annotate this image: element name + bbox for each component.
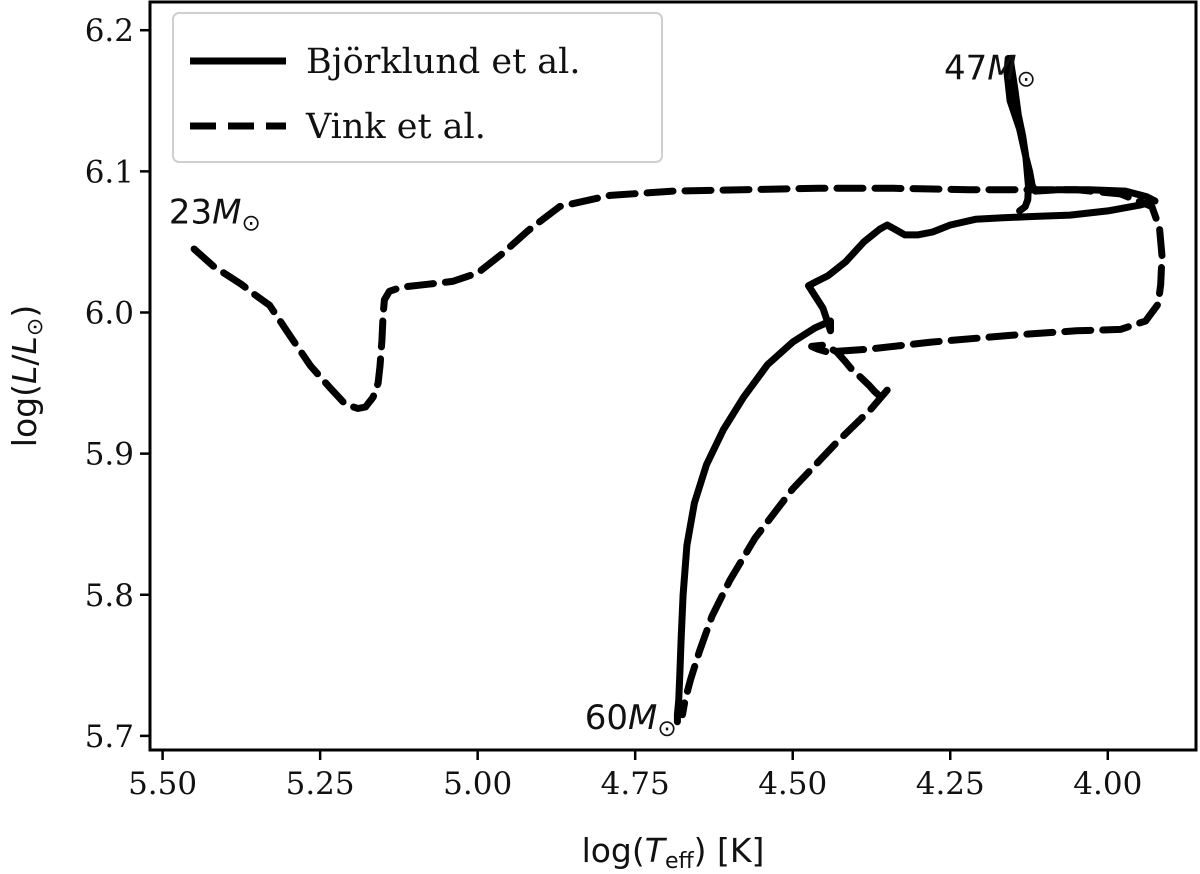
x-axis-label: log(Teff) [K]	[582, 831, 765, 874]
mass-annotation: 60M⊙	[585, 698, 677, 742]
series-line-vink	[190, 184, 1166, 719]
y-tick-label: 5.9	[85, 437, 134, 473]
mass-annotation: 47M⊙	[944, 49, 1036, 93]
x-tick-label: 5.50	[128, 766, 197, 802]
plot-frame	[148, 0, 1198, 752]
y-tick-label: 6.0	[85, 295, 134, 331]
y-tick-label: 5.7	[85, 719, 134, 755]
y-axis-ticks: 5.7 5.8 5.9 6.0 6.1 6.2	[85, 13, 150, 755]
y-tick-label: 6.2	[85, 13, 134, 49]
series-line-bjorklund	[673, 55, 1159, 726]
x-tick-label: 5.25	[286, 766, 355, 802]
x-axis-ticks: 5.50 5.25 5.00 4.75 4.50 4.25 4.00	[128, 750, 1142, 802]
x-tick-label: 5.00	[443, 766, 512, 802]
y-axis-label: log(L/L⊙)	[5, 305, 48, 447]
legend: Björklund et al. Vink et al.	[172, 12, 663, 163]
legend-label-bjorklund: Björklund et al.	[306, 42, 580, 82]
x-tick-label: 4.75	[601, 766, 670, 802]
series-tracks	[190, 55, 1166, 726]
legend-label-vink: Vink et al.	[305, 107, 486, 147]
x-tick-label: 4.50	[758, 766, 827, 802]
mass-annotations: 23M⊙ 47M⊙ 60M⊙	[169, 49, 1036, 742]
mass-annotation: 23M⊙	[169, 193, 261, 237]
x-tick-label: 4.00	[1073, 766, 1142, 802]
x-tick-label: 4.25	[916, 766, 985, 802]
y-tick-label: 5.8	[85, 578, 134, 614]
legend-box	[172, 12, 663, 163]
y-tick-label: 6.1	[85, 154, 134, 190]
